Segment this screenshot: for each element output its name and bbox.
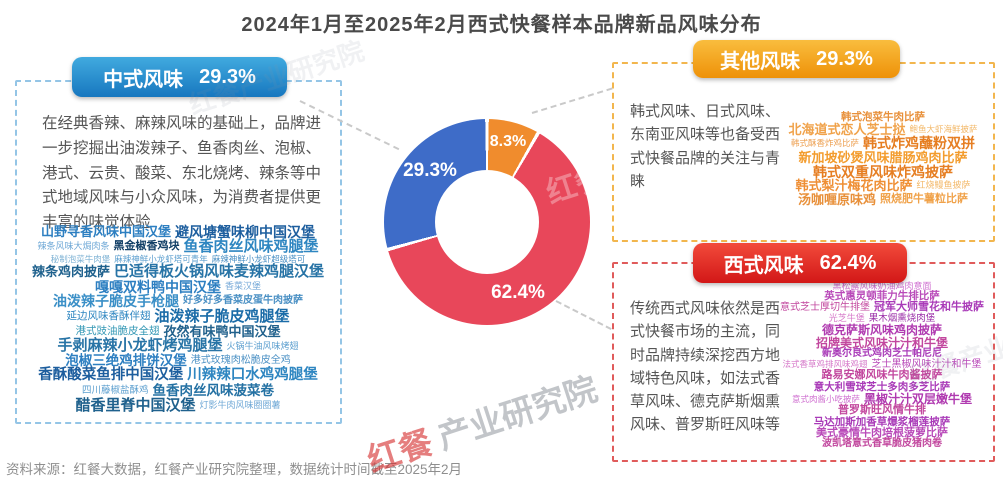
brand-watermark-org: 产业研究院 xyxy=(433,369,602,457)
cloud-word: 北海道式恋人芝士挞 xyxy=(788,121,906,137)
donut-chart xyxy=(384,119,590,325)
cloud-word: 芝士黑椒风味汁汁和牛堡 xyxy=(871,358,982,370)
cloud-word: 火锅牛油风味烤翅 xyxy=(226,340,299,351)
cloud-word: 美式豪情牛肉培根菠萝比萨 xyxy=(816,426,948,439)
cloud-word: 四川藤椒盐酥鸡 xyxy=(81,384,149,396)
page-title: 2024年1月至2025年2月西式快餐样本品牌新品风味分布 xyxy=(241,14,762,36)
cloud-word: 黑椒汁汁双层嫩牛堡 xyxy=(864,391,973,406)
cloud-word: 黑金椒香鸡块 xyxy=(113,240,180,253)
cloud-word: 德克萨斯风味鸡肉披萨 xyxy=(821,323,942,337)
slice-label-chinese: 29.3% xyxy=(403,160,457,181)
cloud-word: 辣条风味大焗肉条 xyxy=(37,241,110,252)
wordcloud-western-flavor: 黑松露风味奶油鸡肉意面 英式惠灵顿菲力牛排比萨 意式芝士厚切牛排堡 冠军大师雪花和牛披… xyxy=(778,280,986,452)
cloud-word: 韩式炸鸡蘸粉双拼 xyxy=(863,135,975,152)
cloud-word: 普罗斯旺风情牛排 xyxy=(838,404,926,417)
cloud-word: 鱼香肉丝风味鸡腿堡 xyxy=(183,238,319,256)
wordcloud-other-flavor: 韩式泡菜牛肉比萨 北海道式恋人芝士挞 鲍鱼大虾海鲜披萨韩式酥香炸鸡比萨 韩式炸鸡蘸粉双… xyxy=(780,84,986,234)
cloud-word: 延边风味香酥伴翅 xyxy=(66,310,151,323)
cloud-word: 麻辣神鲜小龙虾塔可青年 xyxy=(114,253,208,264)
description-other-flavor: 韩式风味、日式风味、东南亚风味等也备受西式快餐品牌的关注与青睐 xyxy=(630,103,781,190)
cloud-word: 港式豉油脆皮全翅 xyxy=(75,325,160,338)
cloud-word: 鱼香肉丝风味菠菜卷 xyxy=(152,382,275,398)
cloud-word: 港式玫瑰肉松脆皮全鸡 xyxy=(190,354,291,366)
cloud-word: 照烧肥牛薯粒比萨 xyxy=(880,192,968,205)
cloud-word: 韩式泡菜牛肉比萨 xyxy=(841,110,925,123)
wordcloud-chinese-flavor: 山野寻香风味中国汉堡 避风塘蟹味柳中国汉堡 辣条风味大焗肉条 黑金椒香鸡块 鱼香肉丝风味… xyxy=(28,224,328,414)
slice-label-western: 62.4% xyxy=(491,282,545,303)
donut-hole xyxy=(435,170,539,274)
cloud-word: 路易安娜风味牛肉酱披萨 xyxy=(821,369,943,382)
cloud-word: 韩式双重风味炸鸡披萨 xyxy=(813,163,953,180)
cloud-word: 冠军大师雪花和牛披萨 xyxy=(874,301,984,314)
cloud-word: 孜然有味鸭中国汉堡 xyxy=(163,323,281,339)
cloud-word: 红烧鳗鱼披萨 xyxy=(916,180,971,191)
badge-label: 中式风味 xyxy=(103,68,184,91)
header-badge-chinese-flavor: 中式风味 29.3% xyxy=(72,57,287,97)
badge-label: 其他风味 xyxy=(720,50,801,73)
header-badge-other-flavor: 其他风味 29.3% xyxy=(693,40,900,78)
cloud-word: 招牌美式风味汁汁和牛堡 xyxy=(815,335,948,350)
badge-percent: 29.3% xyxy=(199,65,256,88)
cloud-word: 光芝牛堡 xyxy=(828,313,865,324)
cloud-word: 香酥酸菜鱼排中国汉堡 xyxy=(38,367,184,384)
panel-other-flavor xyxy=(612,62,995,242)
cloud-word: 韩式梨汁梅花肉比萨 xyxy=(795,178,913,194)
cloud-word: 油泼辣子脆皮手枪腿 xyxy=(53,293,179,310)
badge-percent: 62.4% xyxy=(819,251,877,274)
cloud-word: 灯影牛肉风味圈圈薯 xyxy=(199,399,281,410)
cloud-word: 意大利雪球芝士多肉多芝比萨 xyxy=(813,380,951,393)
cloud-word: 英式惠灵顿菲力牛排比萨 xyxy=(824,290,940,303)
cloud-word: 黑松露风味奶油鸡肉意面 xyxy=(832,281,932,292)
cloud-word: 法式香草鸡排风味鸡翅 xyxy=(782,359,868,370)
header-badge-western-flavor: 西式风味 62.4% xyxy=(693,243,907,283)
cloud-word: 辣条鸡肉披萨 xyxy=(31,263,110,279)
description-chinese-flavor: 在经典香辣、麻辣风味的基础上，品牌进一步挖掘出油泼辣子、鱼香肉丝、泡椒、港式、云… xyxy=(42,115,322,232)
panel-chinese-flavor xyxy=(15,80,342,424)
badge-label: 西式风味 xyxy=(723,254,804,277)
slice-label-other: 8.3% xyxy=(489,133,527,150)
panel-western-flavor xyxy=(612,262,995,462)
cloud-word: 好多好多香菜皮蛋牛肉披萨 xyxy=(183,295,303,307)
cloud-word: 新加坡砂煲风味腊肠鸡肉比萨 xyxy=(798,149,968,165)
cloud-word: 意式肉酱小吃披萨 xyxy=(791,393,860,404)
cloud-word: 马达加斯加香草爆浆榴莲披萨 xyxy=(813,415,951,428)
cloud-word: 波凯塔意式香草脆皮猪肉卷 xyxy=(822,438,942,450)
cloud-word: 韩式酥香炸鸡比萨 xyxy=(790,138,859,149)
cloud-word: 泡椒三绝鸡排饼汉堡 xyxy=(65,353,187,369)
cloud-word: 香菜汉堡 xyxy=(224,281,261,292)
description-western-flavor: 传统西式风味依然是西式快餐市场的主流，同时品牌持续深挖西方地域特色风味，如法式香… xyxy=(630,300,781,434)
cloud-word: 山野寻香风味中国汉堡 xyxy=(40,224,171,240)
cloud-word: 鲍鱼大虾海鲜披萨 xyxy=(909,123,978,134)
cloud-word: 汤咖喱原味鸡 xyxy=(797,191,876,207)
cloud-word: 麻辣神鲜小龙虾超级塔可 xyxy=(211,253,306,264)
cloud-word: 巴适得板火锅风味麦辣鸡腿汉堡 xyxy=(114,262,325,280)
cloud-word: 避风塘蟹味柳中国汉堡 xyxy=(175,224,315,240)
cloud-word: 醋香里脊中国汉堡 xyxy=(75,396,196,414)
data-source-note: 资料来源：红餐大数据，红餐产业研究院整理，数据统计时间截至2025年2月 xyxy=(6,462,463,477)
cloud-word: 手剥麻辣小龙虾烤鸡腿堡 xyxy=(57,337,223,355)
cloud-word: 油泼辣子脆皮鸡腿堡 xyxy=(154,308,290,326)
cloud-word: 川辣辣口水鸡鸡腿堡 xyxy=(187,367,318,384)
connector-line-other xyxy=(531,87,613,114)
connector-line-western xyxy=(555,300,612,331)
cloud-word: 新奥尔良式鸡肉芝士帕尼尼 xyxy=(822,348,942,360)
cloud-word: 果木烟熏烧肉堡 xyxy=(868,313,936,325)
cloud-word: 秘制泡菜牛肉堡 xyxy=(50,253,111,264)
badge-percent: 29.3% xyxy=(816,47,873,70)
cloud-word: 意式芝士厚切牛排堡 xyxy=(780,302,870,313)
cloud-word: 嘎嘎双料鸭中国汉堡 xyxy=(94,278,221,295)
